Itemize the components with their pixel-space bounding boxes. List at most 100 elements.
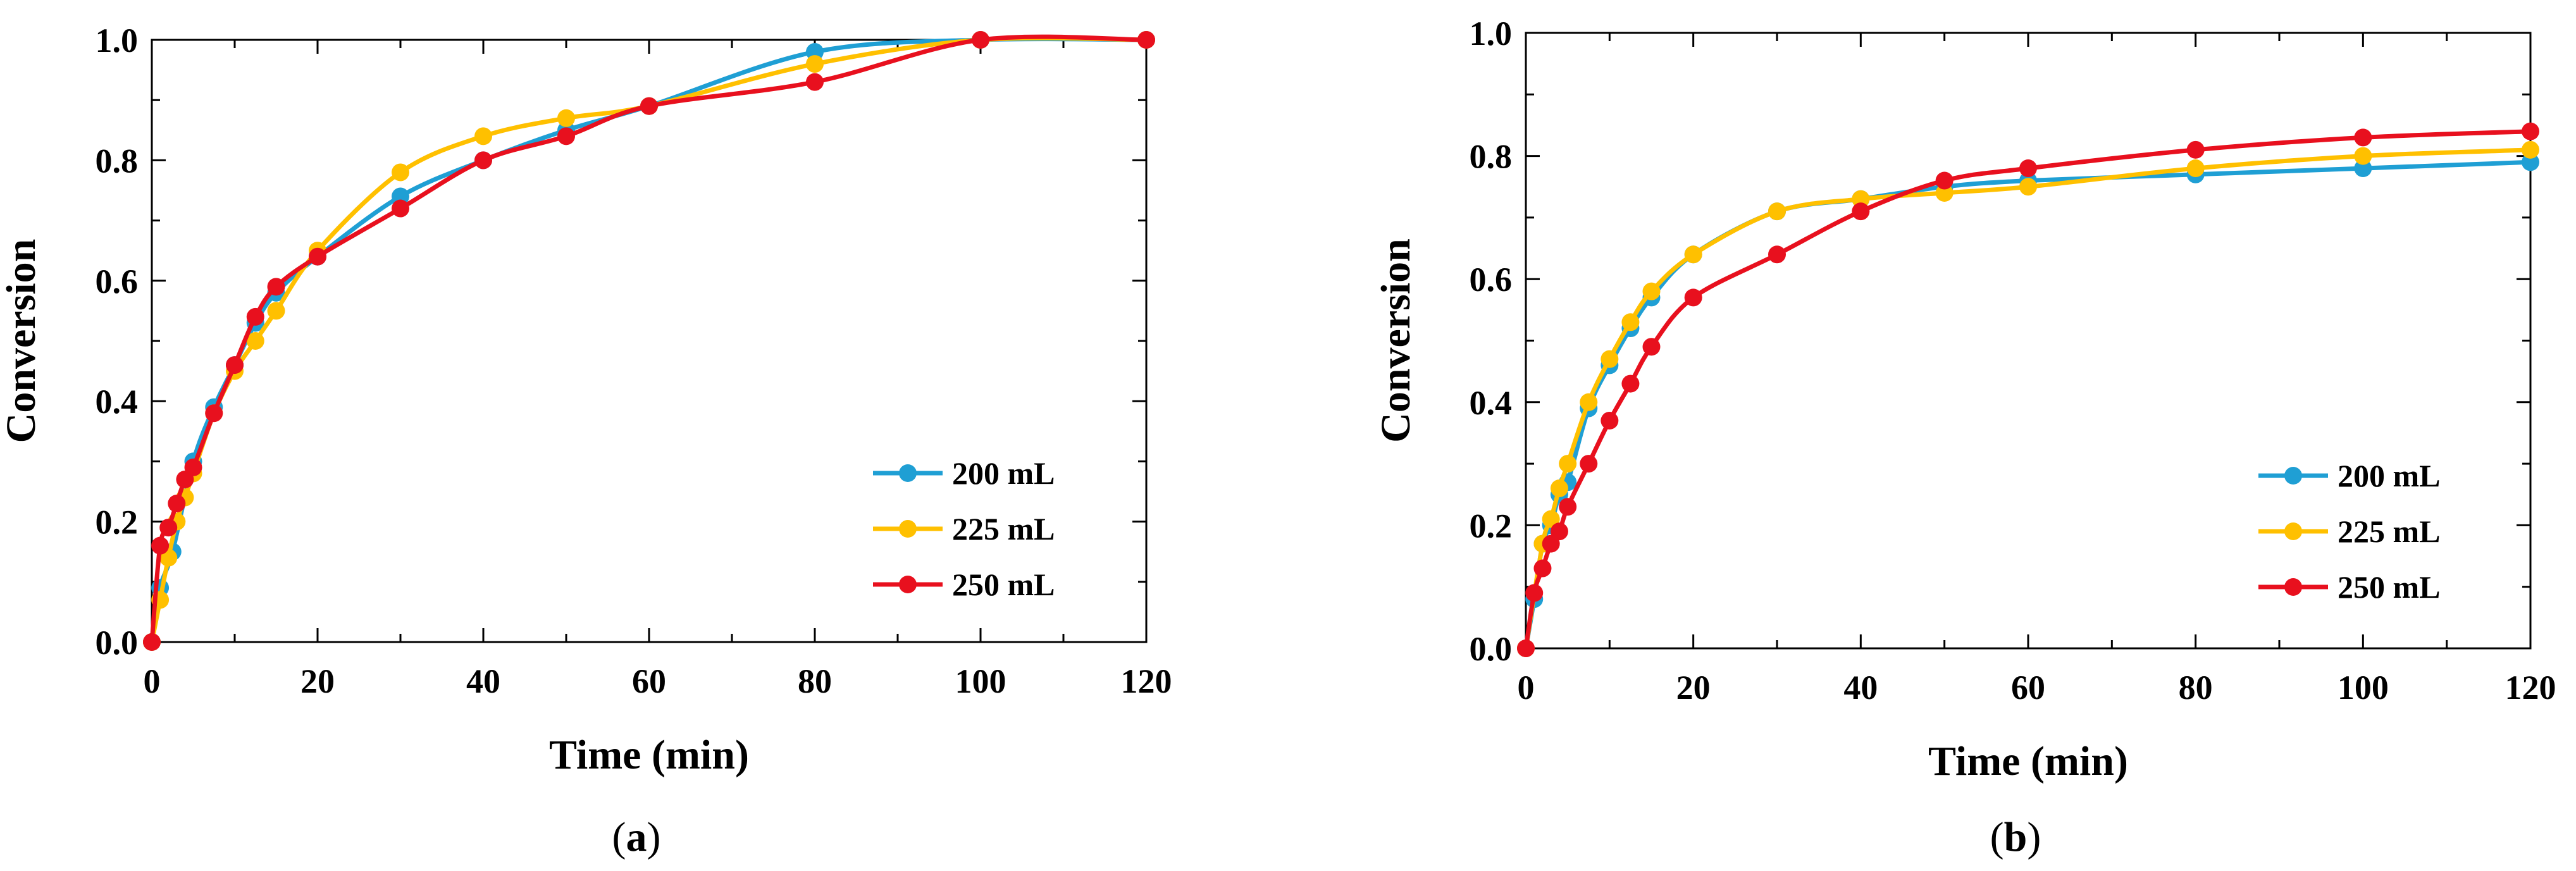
data-point-225mL xyxy=(2019,178,2037,196)
legend-marker xyxy=(2284,522,2302,540)
data-point-225mL xyxy=(1580,393,1598,411)
y-tick-label: 0.0 xyxy=(96,624,139,662)
x-tick-label: 20 xyxy=(300,662,335,700)
y-tick-label: 0.2 xyxy=(1470,507,1513,545)
data-point-250mL xyxy=(1550,522,1568,541)
legend-marker xyxy=(2284,467,2302,485)
x-tick-label: 60 xyxy=(632,662,666,700)
panel-caption: (b) xyxy=(1990,814,2041,860)
data-point-250mL xyxy=(226,356,244,374)
y-tick-label: 0.0 xyxy=(1470,630,1513,668)
data-point-250mL xyxy=(806,73,824,91)
data-point-250mL xyxy=(1684,288,1702,307)
data-point-250mL xyxy=(2522,122,2539,140)
data-point-250mL xyxy=(184,458,202,476)
data-point-225mL xyxy=(392,163,409,182)
x-tick-label: 100 xyxy=(955,662,1006,700)
series-line-200mL xyxy=(149,37,1149,645)
plot-frame xyxy=(1525,32,2532,650)
y-tick-label: 0.8 xyxy=(1470,138,1513,176)
data-point-250mL xyxy=(972,31,989,49)
series-line-250mL xyxy=(149,34,1149,645)
plot-frame xyxy=(151,39,1148,643)
x-tick-label: 40 xyxy=(466,662,500,700)
data-point-250mL xyxy=(640,97,658,115)
y-tick-label: 0.6 xyxy=(1470,261,1513,299)
chart-panel-a: 0 20 40 60 80 100 120 0.0 0.2 0.4 0.6 0.8 1.0 Time (m… xyxy=(0,22,1172,860)
data-point-250mL xyxy=(1137,31,1155,49)
data-point-250mL xyxy=(1580,455,1598,473)
data-point-250mL xyxy=(1852,202,1870,221)
data-point-250mL xyxy=(2186,140,2205,159)
data-point-225mL xyxy=(806,55,824,73)
data-point-225mL xyxy=(1684,245,1702,264)
data-point-250mL xyxy=(1935,171,1954,190)
legend-label: 250 mL xyxy=(952,567,1055,602)
data-point-225mL xyxy=(1559,455,1577,473)
y-tick-label: 1.0 xyxy=(1470,15,1513,53)
data-point-250mL xyxy=(1642,338,1661,356)
data-point-250mL xyxy=(557,127,575,145)
legend-marker xyxy=(899,576,917,593)
data-point-225mL xyxy=(1642,282,1661,300)
x-tick-label: 120 xyxy=(2505,669,2556,707)
legend-marker xyxy=(899,520,917,538)
data-point-200mL xyxy=(2522,153,2539,171)
data-point-225mL xyxy=(1852,190,1870,208)
data-point-250mL xyxy=(151,536,170,555)
y-tick-label: 0.2 xyxy=(96,503,139,541)
data-point-250mL xyxy=(309,247,326,266)
x-tick-label: 120 xyxy=(1121,662,1172,700)
panel-caption: (a) xyxy=(612,814,661,860)
y-tick-label: 0.4 xyxy=(96,383,139,421)
data-point-225mL xyxy=(1935,183,1954,202)
data-point-250mL xyxy=(1601,411,1619,429)
legend-label: 225 mL xyxy=(2338,514,2441,549)
y-axis-title: Conversion xyxy=(1373,238,1419,443)
legend: 200 mL 225 mL 250 mL xyxy=(873,455,1055,602)
legend-label: 225 mL xyxy=(952,511,1055,547)
x-tick-label: 80 xyxy=(798,662,832,700)
y-tick-label: 0.4 xyxy=(1470,384,1513,422)
legend-label: 200 mL xyxy=(2338,458,2441,493)
data-point-225mL xyxy=(267,302,285,320)
data-point-250mL xyxy=(246,307,264,326)
data-point-250mL xyxy=(267,278,285,296)
data-point-200mL xyxy=(2354,159,2372,178)
data-point-250mL xyxy=(159,519,178,537)
data-point-250mL xyxy=(205,404,223,423)
data-point-225mL xyxy=(1550,479,1568,498)
data-point-250mL xyxy=(474,151,492,170)
x-tick-label: 0 xyxy=(144,662,161,700)
data-point-250mL xyxy=(392,199,409,218)
x-tick-label: 80 xyxy=(2179,669,2213,707)
chart-panel-b: 0 20 40 60 80 100 120 0.0 0.2 0.4 0.6 0.8 1.0 Time (m… xyxy=(1373,15,2556,860)
x-axis-title: Time (min) xyxy=(549,732,749,778)
x-tick-label: 60 xyxy=(2011,669,2045,707)
y-tick-label: 1.0 xyxy=(96,22,139,59)
data-point-250mL xyxy=(2019,159,2037,178)
x-tick-label: 20 xyxy=(1676,669,1711,707)
data-point-250mL xyxy=(1559,498,1577,516)
data-point-225mL xyxy=(474,127,492,145)
data-point-225mL xyxy=(2186,159,2205,178)
x-tick-label: 0 xyxy=(1518,669,1535,707)
data-point-250mL xyxy=(1517,639,1535,657)
legend-label: 250 mL xyxy=(2338,569,2441,605)
data-point-250mL xyxy=(1621,374,1640,393)
legend-marker xyxy=(2284,578,2302,596)
data-point-250mL xyxy=(168,495,186,513)
data-point-250mL xyxy=(1768,245,1786,264)
x-tick-label: 100 xyxy=(2338,669,2389,707)
legend-marker xyxy=(899,464,917,482)
legend-label: 200 mL xyxy=(952,455,1055,491)
data-point-225mL xyxy=(1768,202,1786,221)
legend: 200 mL 225 mL 250 mL xyxy=(2258,458,2441,605)
y-tick-label: 0.8 xyxy=(96,142,139,180)
data-point-250mL xyxy=(143,633,161,651)
data-point-225mL xyxy=(2522,140,2539,159)
x-tick-label: 40 xyxy=(1843,669,1878,707)
y-tick-label: 0.6 xyxy=(96,263,139,300)
data-point-225mL xyxy=(246,332,264,350)
